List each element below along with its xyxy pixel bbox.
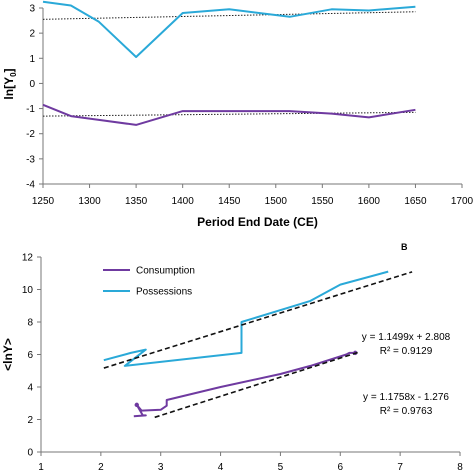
series-line (42, 103, 416, 126)
x-tick-label: 6 (338, 462, 344, 473)
x-tick-label: 1300 (78, 196, 101, 207)
y-tick-label: 3 (29, 4, 35, 15)
x-tick-label: 1350 (125, 196, 148, 207)
x-tick-label: 1700 (451, 196, 474, 207)
y-tick-label: 12 (22, 253, 34, 264)
legend-label: Consumption (136, 266, 195, 277)
legend-label: Possessions (136, 287, 192, 298)
x-tick-label: 1250 (32, 196, 55, 207)
y-tick-label: 0 (27, 448, 33, 459)
x-tick-label: 1550 (311, 196, 334, 207)
trendline-equation: y = 1.1758x - 1.276 (363, 392, 449, 403)
x-axis-label: Period End Date (CE) (197, 215, 318, 229)
y-tick-label: 10 (22, 285, 34, 296)
trendline (103, 271, 413, 369)
y-tick-label: -1 (26, 104, 35, 115)
series-line (103, 270, 389, 367)
y-tick-label: 1 (29, 54, 35, 65)
y-tick-label: 8 (27, 318, 33, 329)
x-tick-label: 1450 (218, 196, 241, 207)
series-line (133, 351, 356, 418)
x-tick-label: 1400 (172, 196, 195, 207)
trendline (42, 111, 416, 117)
y-tick-label: -2 (26, 129, 35, 140)
x-tick-label: 1600 (358, 196, 381, 207)
x-tick-label: 7 (397, 462, 403, 473)
y-tick-label: 2 (27, 415, 33, 426)
x-tick-label: 2 (98, 462, 104, 473)
y-tick-label: -4 (26, 180, 35, 191)
trendline-r2: R² = 0.9763 (380, 406, 433, 417)
x-tick-label: 5 (278, 462, 284, 473)
trendline-r2: R² = 0.9129 (380, 346, 433, 357)
y-axis-label: ln[Y0] (2, 68, 18, 99)
series-end-marker (134, 402, 139, 408)
trendline (154, 351, 359, 419)
series-line (42, 0, 416, 58)
y-tick-label: 2 (29, 29, 35, 40)
trendline-equation: y = 1.1499x + 2.808 (362, 332, 451, 343)
panel-label: B (401, 242, 408, 252)
x-tick-label: 3 (158, 462, 164, 473)
y-tick-label: 4 (27, 383, 33, 394)
y-axis-label: <lnY> (1, 338, 15, 371)
y-tick-label: 6 (27, 350, 33, 361)
panel-a: -4 -3 -2 -1 0 1 2 3 1250 1300 1350 1400 1450 1500 1550… (2, 0, 474, 229)
x-tick-label: 8 (457, 462, 463, 473)
y-tick-label: 0 (29, 79, 35, 90)
trendline (42, 11, 416, 20)
x-tick-label: 1 (38, 462, 44, 473)
x-tick-label: 1500 (265, 196, 288, 207)
y-tick-label: -3 (26, 154, 35, 165)
x-tick-label: 1650 (404, 196, 427, 207)
x-tick-label: 4 (218, 462, 224, 473)
